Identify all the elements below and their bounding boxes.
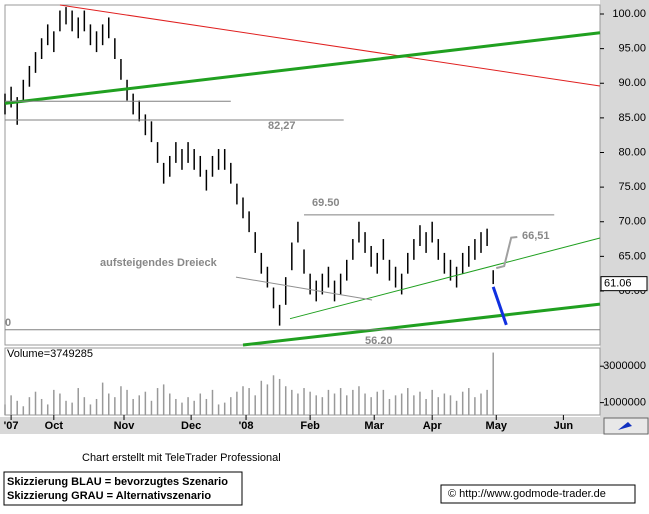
legend-blue: Skizzierung BLAU = bevorzugtes Szenario <box>7 476 228 488</box>
x-tick-label: Feb <box>300 420 320 432</box>
trend-line <box>235 276 373 301</box>
trend-line <box>59 4 601 87</box>
x-tick-label: Dec <box>181 420 201 432</box>
credit: Chart erstellt mit TeleTrader Profession… <box>82 452 281 464</box>
y-tick-label: 85.00 <box>618 112 646 124</box>
x-tick-label: '07 <box>4 420 19 432</box>
y-tick-label: 70.00 <box>618 216 646 228</box>
tool-icon <box>618 422 632 430</box>
x-tick-label: Apr <box>423 420 443 432</box>
trend-line <box>491 286 508 326</box>
y-tick-label: 95.00 <box>618 43 646 55</box>
x-tick-label: '08 <box>239 420 254 432</box>
volume-tick-label: 3000000 <box>603 360 646 372</box>
trend-line <box>496 235 518 270</box>
x-tick-label: Nov <box>114 420 136 432</box>
y-tick-label: 80.00 <box>618 146 646 158</box>
legend-gray: Skizzierung GRAU = Alternativszenario <box>7 490 211 502</box>
url-box <box>440 484 636 504</box>
y-tick-label: 100.00 <box>612 8 646 20</box>
axis-panel <box>600 0 649 434</box>
legend-box <box>3 471 243 506</box>
last-price: 61.06 <box>604 278 632 290</box>
annotation: 82,27 <box>268 120 296 132</box>
volume-tick-label: 1000000 <box>603 397 646 409</box>
annotation: 66,51 <box>522 230 550 242</box>
annotation: 69.50 <box>312 197 340 209</box>
annotation: 56.20 <box>365 335 393 347</box>
x-tick-label: May <box>486 420 508 432</box>
annotation: aufsteigendes Dreieck <box>100 257 218 269</box>
trend-line <box>4 31 601 105</box>
x-tick-label: Mar <box>364 420 384 432</box>
last-price-box <box>600 276 648 292</box>
date-axis-panel <box>0 417 649 434</box>
url: © http://www.godmode-trader.de <box>448 488 606 500</box>
trend-line <box>242 302 601 347</box>
x-tick-label: Oct <box>45 420 64 432</box>
volume-panel <box>4 347 601 416</box>
y-tick-label: 90.00 <box>618 77 646 89</box>
trend-line <box>289 237 601 320</box>
price-panel <box>4 4 601 346</box>
x-tick-label: Jun <box>554 420 574 432</box>
y-tick-label: 75.00 <box>618 181 646 193</box>
y-tick-label: 65.00 <box>618 250 646 262</box>
annotation: 0 <box>5 317 11 329</box>
volume-label: Volume=3749285 <box>7 348 93 360</box>
